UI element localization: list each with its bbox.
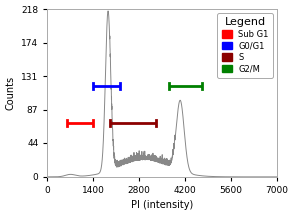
Legend: Sub G1, G0/G1, S, G2/M: Sub G1, G0/G1, S, G2/M bbox=[217, 13, 273, 78]
X-axis label: PI (intensity): PI (intensity) bbox=[131, 200, 193, 210]
Y-axis label: Counts: Counts bbox=[6, 76, 16, 110]
